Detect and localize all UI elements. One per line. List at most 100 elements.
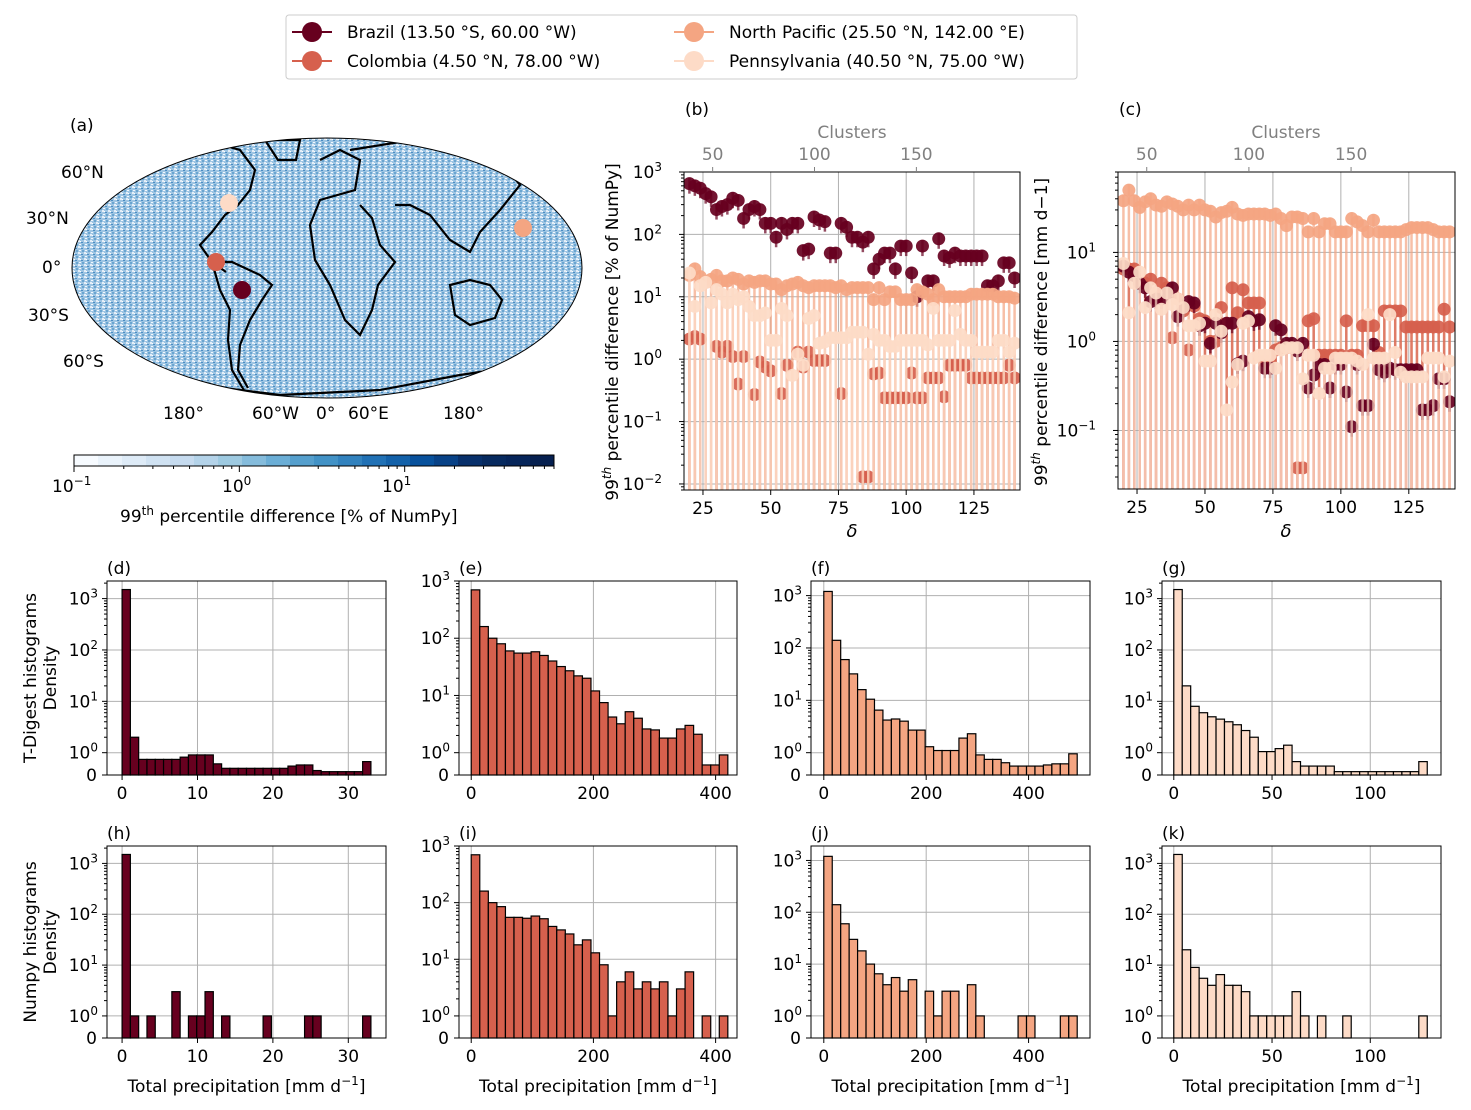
- x-tick-label: 100: [1325, 498, 1357, 518]
- histogram-bar: [530, 915, 541, 1039]
- data-point: [684, 266, 696, 280]
- panel-label: (g): [1162, 559, 1186, 579]
- histogram-bar: [1206, 716, 1217, 776]
- histogram-bar: [138, 758, 148, 776]
- histogram-bar: [701, 1015, 712, 1039]
- y-tick-label: 103: [633, 160, 662, 183]
- data-point: [1252, 296, 1266, 310]
- histogram-bar: [684, 724, 695, 776]
- data-point: [1118, 257, 1130, 271]
- histogram-bar: [303, 1015, 314, 1039]
- y-tick-label: 101: [773, 688, 802, 711]
- row-label-numpy-density: Density: [41, 910, 61, 975]
- data-point: [785, 368, 799, 382]
- histogram-bar: [353, 771, 364, 776]
- data-point: [915, 239, 929, 253]
- data-point: [905, 293, 919, 307]
- y-tick-label: 0: [790, 766, 801, 786]
- histogram-bar: [196, 754, 206, 776]
- axes-frame: [1117, 171, 1456, 490]
- histogram-bar: [1190, 966, 1200, 1039]
- lat-tick-60s: 60°S: [63, 352, 104, 372]
- data-point: [1002, 256, 1016, 270]
- histogram-bar: [1034, 765, 1045, 776]
- histogram-bar: [633, 717, 643, 776]
- legend-label: North Pacific (25.50 °N, 142.00 °E): [729, 23, 1025, 43]
- histogram-bar: [530, 651, 541, 776]
- histogram-bar: [1308, 765, 1319, 776]
- colorbar-cell: [458, 455, 483, 466]
- y-tick-label: 103: [1124, 851, 1153, 874]
- colorbar-cell: [338, 455, 363, 466]
- histogram-bar: [1190, 705, 1200, 776]
- data-point: [1437, 302, 1451, 316]
- data-point: [856, 325, 870, 339]
- histogram-bar: [1384, 771, 1395, 776]
- histogram-bar: [924, 746, 935, 776]
- x-tick-label: 100: [1354, 784, 1386, 804]
- x-tick-label: 50: [1261, 784, 1283, 804]
- y-tick-label: 103: [69, 587, 98, 610]
- histogram-bar: [187, 754, 198, 776]
- histogram-bar: [487, 902, 498, 1039]
- x-tick-label: 75: [1262, 498, 1284, 518]
- histogram-bar: [975, 754, 985, 776]
- data-point: [1118, 194, 1130, 208]
- histogram-bar: [1173, 853, 1183, 1039]
- histogram-bar: [983, 758, 994, 776]
- histogram-bar: [129, 736, 140, 776]
- histogram-bar: [831, 639, 842, 776]
- row-label-numpy: Numpy histograms: [21, 861, 41, 1022]
- plot-area: [1118, 183, 1455, 489]
- data-point: [991, 274, 1005, 288]
- histogram-bar: [907, 979, 918, 1039]
- histogram-bar: [949, 990, 960, 1039]
- histogram-bar: [907, 729, 918, 776]
- data-point: [1214, 324, 1228, 338]
- series-pennsylvania: [1118, 257, 1455, 489]
- histogram-bar: [1342, 771, 1352, 776]
- data-point: [861, 347, 875, 361]
- panel-label: (k): [1162, 824, 1185, 844]
- data-point: [867, 293, 881, 307]
- histogram-bar: [598, 702, 609, 776]
- data-point: [1252, 313, 1266, 327]
- data-point: [1187, 296, 1201, 310]
- data-point: [840, 220, 854, 234]
- histogram-bar: [1000, 762, 1011, 776]
- x-tick-label: 25: [692, 499, 714, 519]
- data-point: [807, 309, 821, 323]
- panel-label: (d): [107, 559, 131, 579]
- colorbar-cell: [194, 455, 219, 466]
- data-point: [1127, 276, 1141, 290]
- y-tick-label: 103: [421, 569, 450, 592]
- histogram-bar: [229, 767, 239, 776]
- x-tick-label: 10: [187, 784, 209, 804]
- x-tick-label: 200: [577, 784, 609, 804]
- data-point: [1231, 358, 1245, 372]
- histogram-bar: [328, 771, 339, 776]
- plot-area: [684, 177, 1020, 490]
- y-tick-label: 0: [790, 1029, 801, 1049]
- data-point: [769, 333, 783, 347]
- x-tick-label: 400: [1012, 784, 1044, 804]
- histogram-bar: [1249, 1015, 1259, 1039]
- data-point: [1176, 301, 1190, 315]
- map-ocean-field: [72, 138, 582, 398]
- data-point: [1231, 306, 1245, 320]
- histogram-bar: [607, 716, 618, 776]
- data-point: [1133, 265, 1147, 279]
- histogram-bar: [573, 944, 584, 1039]
- data-point: [1432, 320, 1446, 334]
- histogram-bar: [941, 990, 952, 1039]
- histogram-bar: [362, 1015, 372, 1039]
- y-tick-label: 0: [86, 1029, 97, 1049]
- axes-frame: [1161, 580, 1442, 776]
- data-point: [1312, 387, 1326, 401]
- data-point: [1366, 213, 1380, 227]
- data-point: [1203, 336, 1217, 350]
- data-point: [1366, 319, 1380, 333]
- lon-tick-180e: 180°: [443, 404, 484, 424]
